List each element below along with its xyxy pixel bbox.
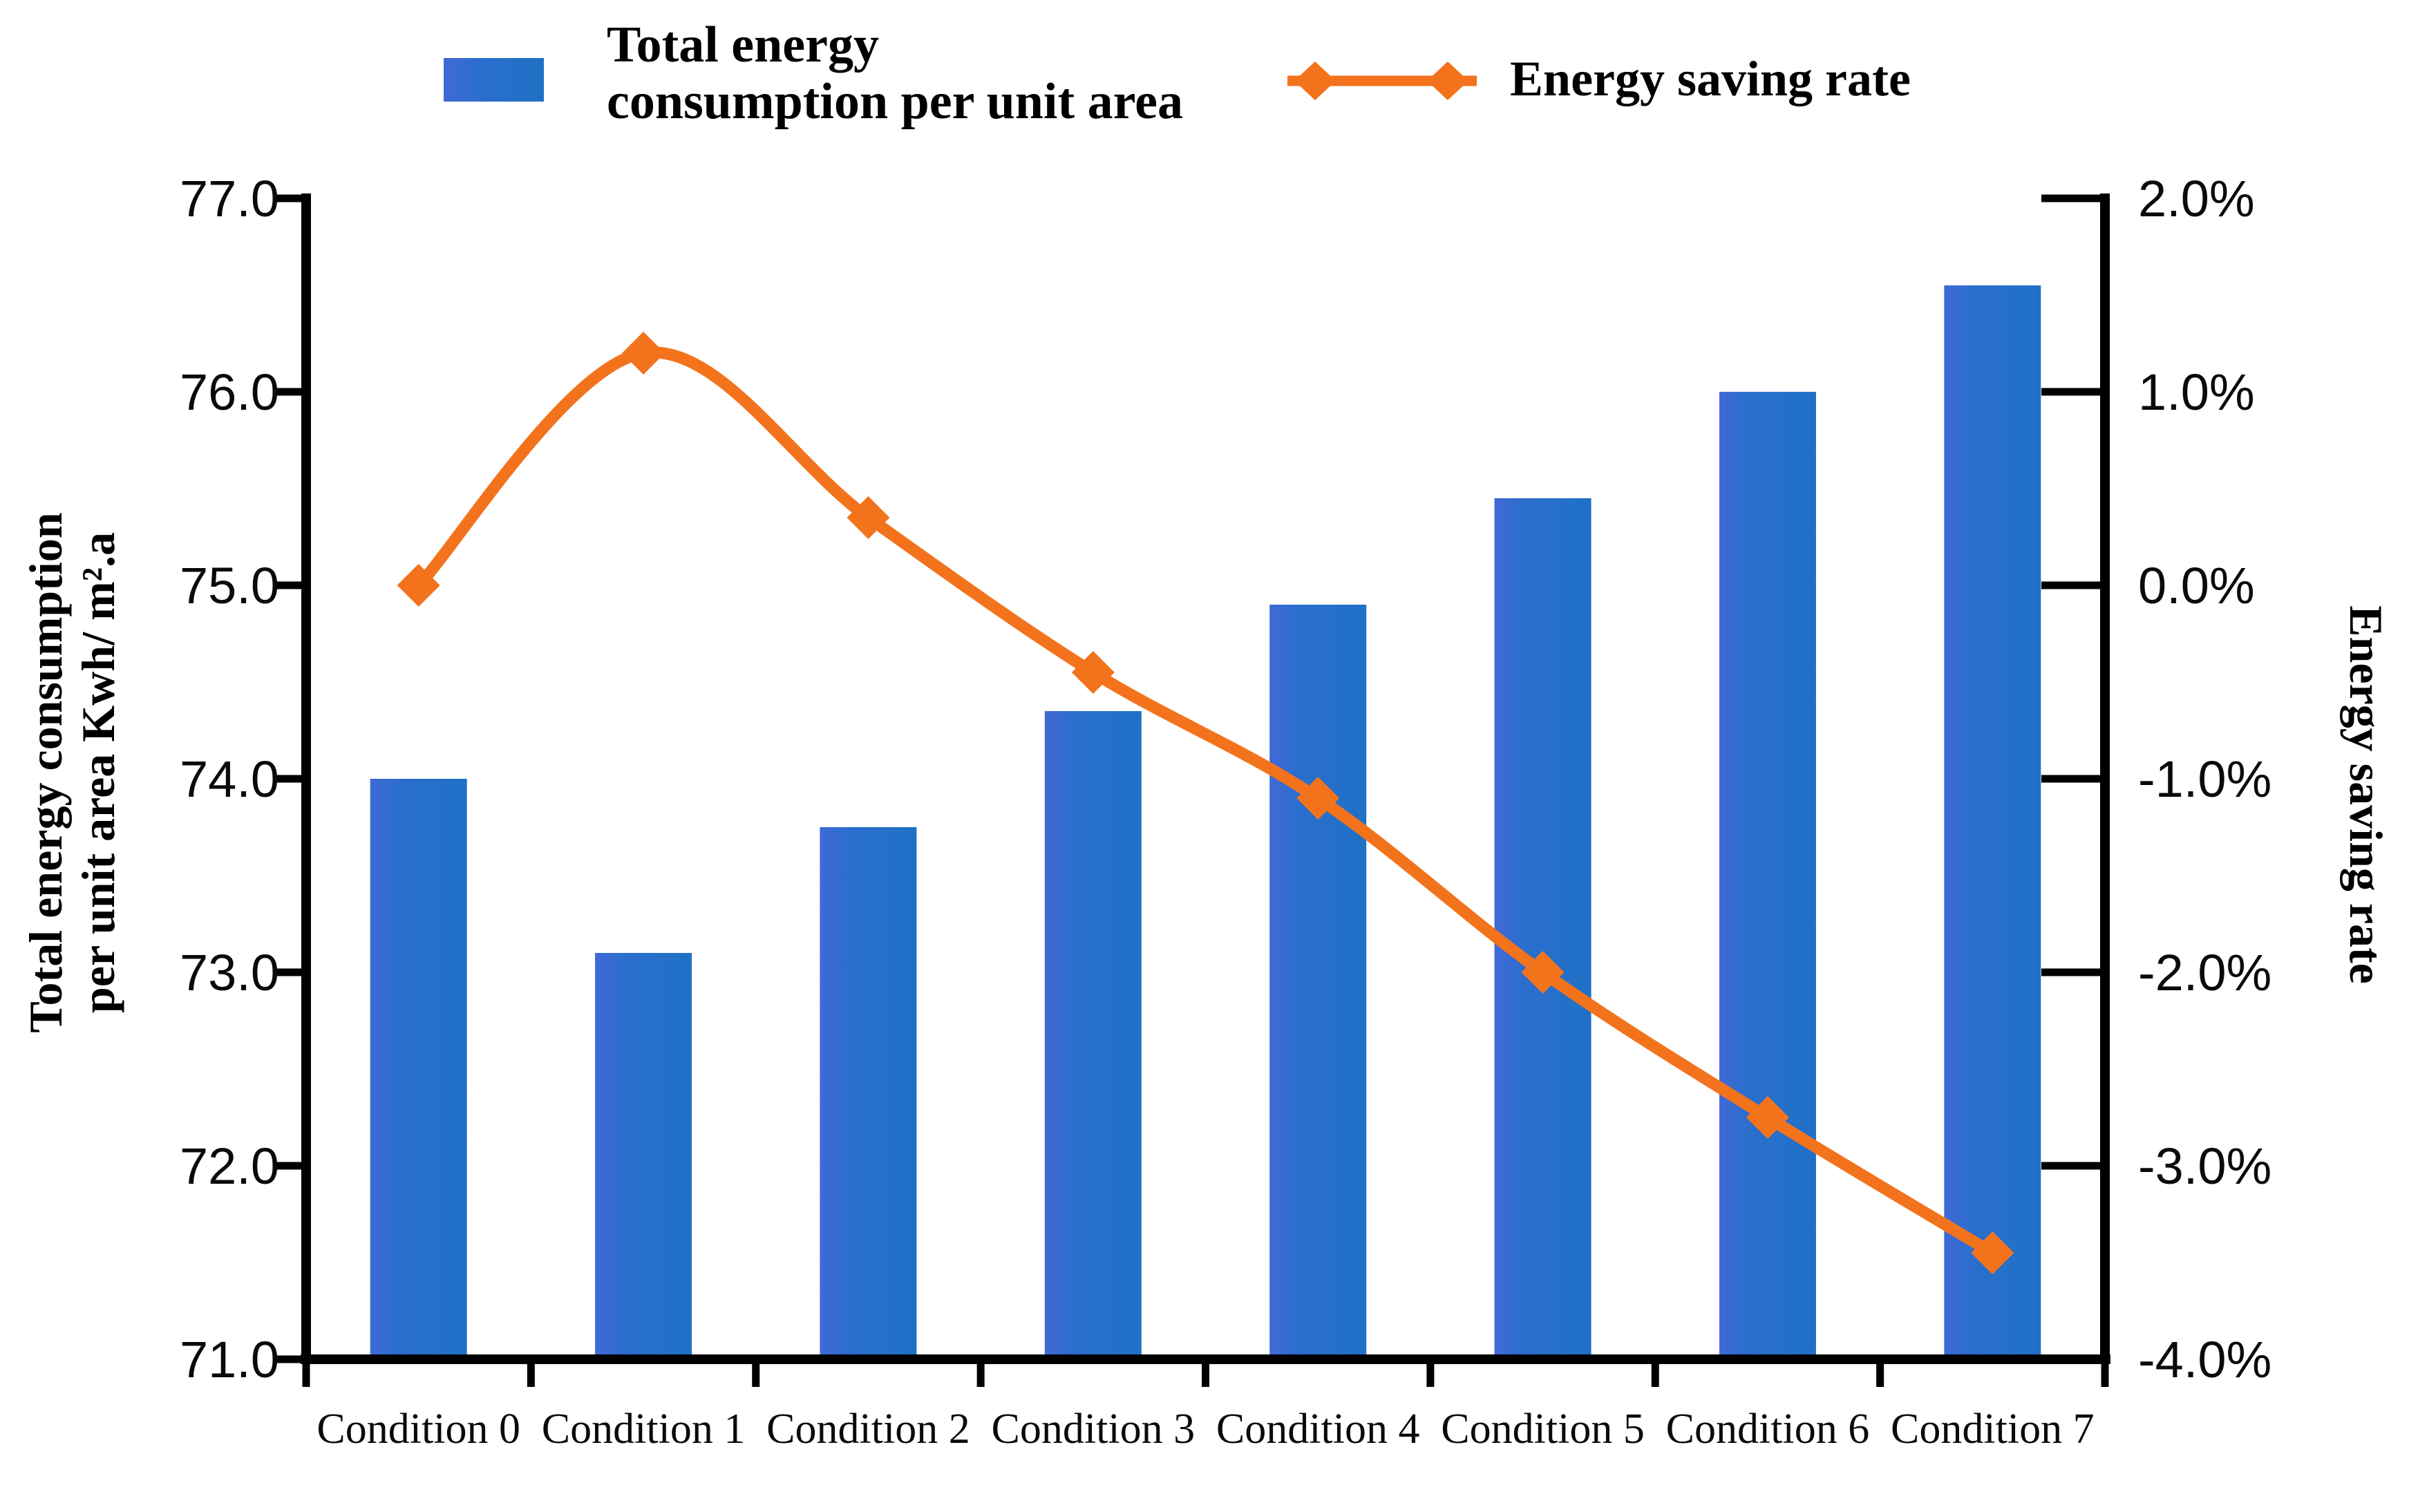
left-axis-title-line2: per unit area Kwh/ m².a — [72, 532, 124, 1014]
marker-condition-6 — [1746, 1096, 1789, 1139]
bar-series-legend-label-line2: consumption per unit area — [607, 73, 1183, 130]
axis-tick-labels: 77.0 76.0 75.0 74.0 73.0 72.0 71.0 2.0% 1.0% 0.0%… — [180, 170, 2271, 1453]
x-axis-label-condition-0: Condition 0 — [317, 1406, 520, 1453]
marker-condition-5 — [1521, 951, 1565, 994]
bar-condition-0 — [370, 779, 467, 1359]
right-axis-tick-label: -4.0% — [2138, 1331, 2271, 1388]
line-series — [397, 332, 2014, 1274]
marker-condition-0 — [397, 564, 440, 607]
bar-series-legend-label: Total energy consumption per unit area — [607, 17, 1183, 130]
left-axis-tick-label: 74.0 — [180, 750, 279, 808]
marker-condition-1 — [622, 332, 665, 375]
right-axis-tick-label: -1.0% — [2138, 750, 2271, 808]
left-axis-tick-label: 71.0 — [180, 1331, 279, 1388]
x-axis-label-condition-4: Condition 4 — [1216, 1406, 1420, 1453]
x-axis-label-condition-1: Condition 1 — [542, 1406, 746, 1453]
right-axis-tick-label: 0.0% — [2138, 557, 2255, 614]
bar-condition-1 — [595, 953, 692, 1359]
marker-condition-7 — [1971, 1231, 2014, 1274]
x-axis-label-condition-5: Condition 5 — [1441, 1406, 1645, 1453]
bar-condition-4 — [1269, 605, 1367, 1359]
left-axis-tick-label: 72.0 — [180, 1137, 279, 1195]
bar-series — [370, 285, 2041, 1359]
left-axis-tick-label: 76.0 — [180, 363, 279, 421]
bar-condition-6 — [1719, 392, 1816, 1359]
bar-series-legend-swatch — [444, 58, 544, 102]
right-axis-tick-label: 1.0% — [2138, 363, 2255, 421]
left-axis-tick-label: 77.0 — [180, 170, 279, 227]
x-axis-label-condition-7: Condition 7 — [1891, 1406, 2095, 1453]
bar-series-legend-label-line1: Total energy — [607, 17, 879, 73]
left-axis-title: Total energy consumption per unit area K… — [19, 512, 124, 1032]
marker-condition-3 — [1071, 651, 1115, 694]
left-axis-tick-label: 75.0 — [180, 557, 279, 614]
line-series-legend-marker-icon — [1287, 62, 1477, 100]
bar-condition-5 — [1494, 498, 1591, 1359]
bar-condition-7 — [1944, 285, 2041, 1359]
x-axis-label-condition-6: Condition 6 — [1666, 1406, 1870, 1453]
line-series-legend-label: Energy saving rate — [1510, 51, 1911, 106]
axes — [274, 193, 2110, 1387]
left-axis-tick-label: 73.0 — [180, 944, 279, 1001]
left-axis-title-line1: Total energy consumption — [19, 512, 72, 1033]
bar-condition-2 — [820, 827, 917, 1359]
bar-condition-3 — [1044, 711, 1142, 1359]
right-axis-title: Energy saving rate — [2340, 605, 2392, 984]
right-axis-tick-label: -2.0% — [2138, 944, 2271, 1001]
x-axis-label-condition-2: Condition 2 — [766, 1406, 970, 1453]
x-axis-label-condition-3: Condition 3 — [992, 1406, 1196, 1453]
marker-condition-2 — [847, 496, 890, 539]
marker-condition-4 — [1296, 777, 1340, 820]
right-axis-tick-label: 2.0% — [2138, 170, 2255, 227]
right-axis-tick-label: -3.0% — [2138, 1137, 2271, 1195]
